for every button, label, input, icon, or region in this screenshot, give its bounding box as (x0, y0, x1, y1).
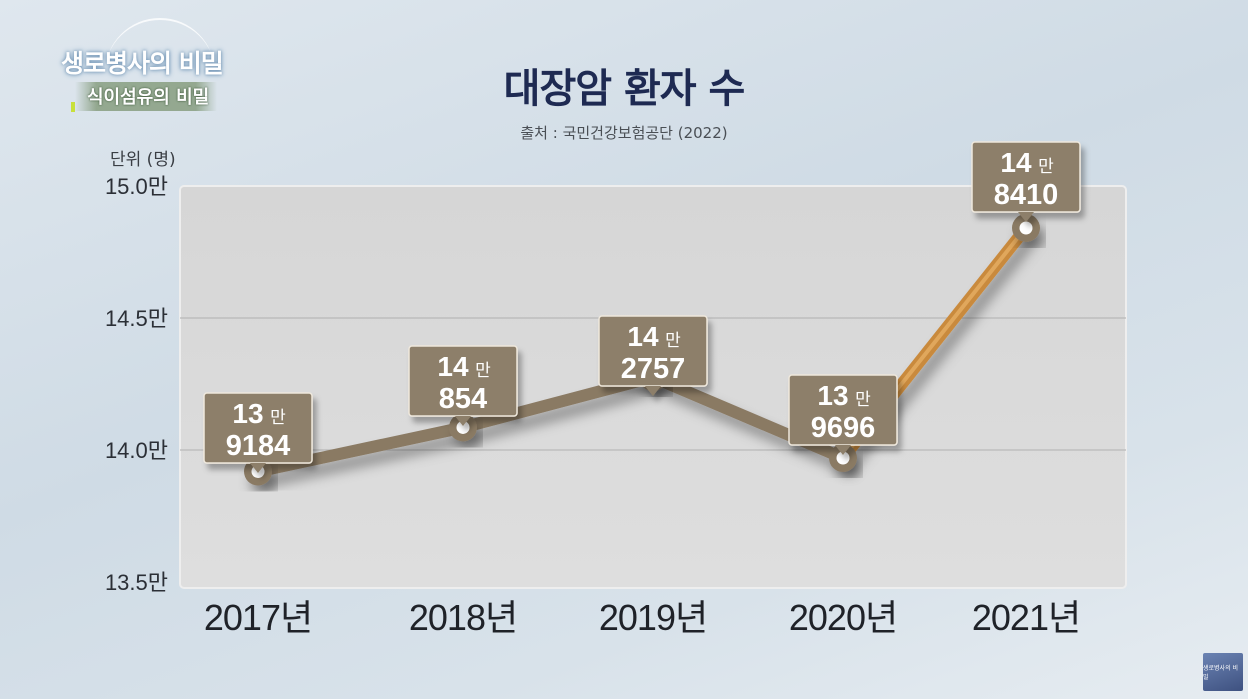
corner-channel-logo: 생로병사의 비밀 (1203, 653, 1243, 691)
data-label-pointer (1018, 212, 1034, 222)
logo-accent-mark (71, 102, 75, 112)
program-logo-subtitle: 식이섬유의 비밀 (75, 82, 218, 111)
data-label-bottom: 2757 (621, 353, 686, 385)
x-tick-label: 2020년 (789, 597, 897, 638)
data-label-unit: 만 (475, 361, 491, 381)
x-tick-label: 2018년 (409, 597, 517, 638)
data-label-pointer (835, 445, 851, 455)
data-point-center (456, 420, 470, 434)
x-tick-label: 2019년 (599, 597, 707, 638)
x-tick-label: 2021년 (972, 597, 1080, 638)
program-logo-title: 생로병사의 비밀 (61, 49, 224, 78)
data-label-pointer (250, 463, 266, 473)
data-label-top: 14 (627, 321, 659, 352)
data-label-unit: 만 (1038, 157, 1054, 177)
data-label-unit: 만 (855, 390, 871, 410)
corner-channel-logo-text: 생로병사의 비밀 (1203, 665, 1239, 681)
data-label-top: 14 (437, 351, 469, 382)
series-line (252, 371, 849, 478)
y-tick-label: 14.5만 (105, 306, 168, 331)
chart-source: 출처 : 국민건강보험공단 (2022) (520, 124, 728, 142)
data-label-bottom: 9696 (811, 412, 876, 444)
y-tick-label: 14.0만 (105, 438, 168, 463)
data-label-top: 14 (1000, 147, 1032, 178)
data-label-bottom: 9184 (226, 430, 291, 462)
logo-arc-decoration (105, 18, 215, 80)
x-tick-label: 2017년 (204, 597, 312, 638)
program-logo: 생로병사의 비밀 식이섬유의 비밀 (55, 18, 235, 118)
data-label-top: 13 (817, 380, 848, 411)
y-axis-unit-label: 단위 (명) (110, 150, 176, 170)
data-point-center (1019, 221, 1033, 235)
data-label-unit: 만 (270, 408, 286, 428)
data-label-bottom: 8410 (994, 179, 1059, 211)
chart-title: 대장암 환자 수 (503, 66, 746, 112)
data-label-top: 13 (232, 398, 263, 429)
y-tick-label: 15.0만 (105, 174, 168, 199)
data-label-pointer (455, 416, 471, 426)
data-label-bottom: 854 (439, 383, 487, 415)
data-label-unit: 만 (665, 331, 681, 351)
data-point-center (836, 451, 850, 465)
y-tick-label: 13.5만 (105, 570, 168, 595)
data-label-pointer (645, 386, 661, 396)
